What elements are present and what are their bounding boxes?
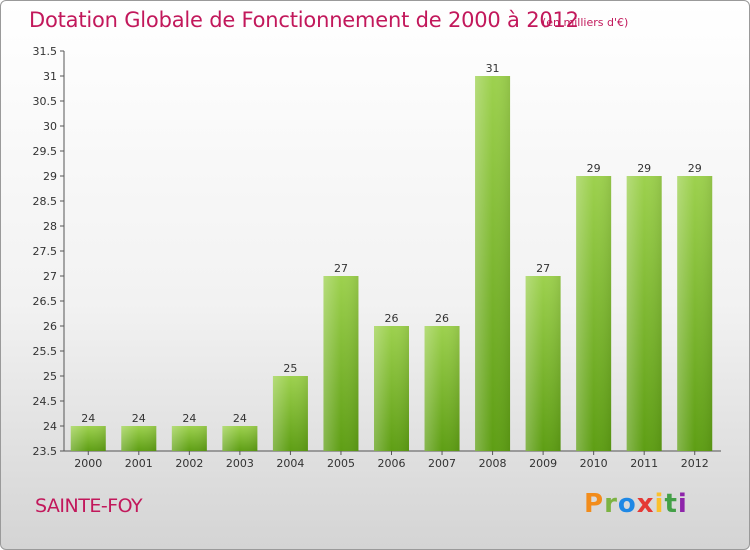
y-tick-label: 28 [43,220,57,233]
bar-shade [222,426,258,451]
y-tick-label: 28.5 [33,195,58,208]
y-tick-label: 24 [43,420,57,433]
y-tick-label: 25.5 [33,345,58,358]
bar-shade [525,276,561,451]
chart-subtitle: (en milliers d'€) [542,16,629,29]
bar-shade [121,426,157,451]
logo-letter: o [617,489,637,519]
bar-shade [70,426,106,451]
bar-shade [677,176,713,451]
logo-letter: x [636,489,655,519]
x-tick-label: 2002 [175,457,203,470]
bar-shade [323,276,359,451]
location-label: SAINTE-FOY [35,495,143,517]
y-tick-label: 30 [43,120,57,133]
y-tick-label: 26 [43,320,57,333]
labels-group: 2000 24 2001 24 2002 24 2003 24 2004 25 2005 27 2006… [74,62,708,470]
bars-group [70,76,713,451]
y-tick-label: 29 [43,170,57,183]
x-tick-label: 2012 [681,457,709,470]
chart-title: Dotation Globale de Fonctionnement de 20… [29,8,579,32]
x-tick-label: 2006 [378,457,406,470]
bar-value-label: 31 [486,62,500,75]
axes-group: 23.5 24 24.5 25 25.5 26 26.5 27 27.5 28 28.5 29 29.5… [33,45,721,458]
bar-value-label: 29 [587,162,601,175]
x-tick-label: 2001 [125,457,153,470]
bar-value-label: 26 [435,312,449,325]
bar-value-label: 24 [233,412,247,425]
x-tick-label: 2005 [327,457,355,470]
logo-letter: i [677,489,688,519]
y-tick-label: 27.5 [33,245,58,258]
bar-value-label: 27 [334,262,348,275]
x-tick-label: 2010 [580,457,608,470]
logo-letter: P [584,489,605,519]
y-tick-label: 25 [43,370,57,383]
y-tick-label: 30.5 [33,95,58,108]
bar-value-label: 24 [81,412,95,425]
bar-value-label: 26 [385,312,399,325]
bar-shade [272,376,308,451]
logo-letter: r [604,489,618,519]
bar-shade [576,176,612,451]
logo-letter: t [664,489,678,519]
bar-value-label: 29 [637,162,651,175]
y-tick-label: 26.5 [33,295,58,308]
bar-shade [171,426,207,451]
y-tick-label: 23.5 [33,445,58,458]
bar-value-label: 24 [182,412,196,425]
y-tick-label: 24.5 [33,395,58,408]
x-tick-label: 2003 [226,457,254,470]
x-tick-label: 2009 [529,457,557,470]
x-tick-label: 2007 [428,457,456,470]
x-tick-label: 2000 [74,457,102,470]
bar-value-label: 25 [283,362,297,375]
bar-shade [424,326,460,451]
y-tick-label: 31 [43,70,57,83]
bar-value-label: 29 [688,162,702,175]
bar-shade [626,176,662,451]
x-tick-label: 2011 [630,457,658,470]
proxiti-logo[interactable]: Proxiti [584,489,688,519]
y-tick-label: 29.5 [33,145,58,158]
x-tick-label: 2004 [276,457,304,470]
bar-shade [374,326,409,451]
bar-shade [475,76,511,451]
y-tick-label: 31.5 [33,45,58,58]
bar-value-label: 27 [536,262,550,275]
y-tick-label: 27 [43,270,57,283]
bar-value-label: 24 [132,412,146,425]
x-tick-label: 2008 [479,457,507,470]
logo-letter: i [654,489,665,519]
